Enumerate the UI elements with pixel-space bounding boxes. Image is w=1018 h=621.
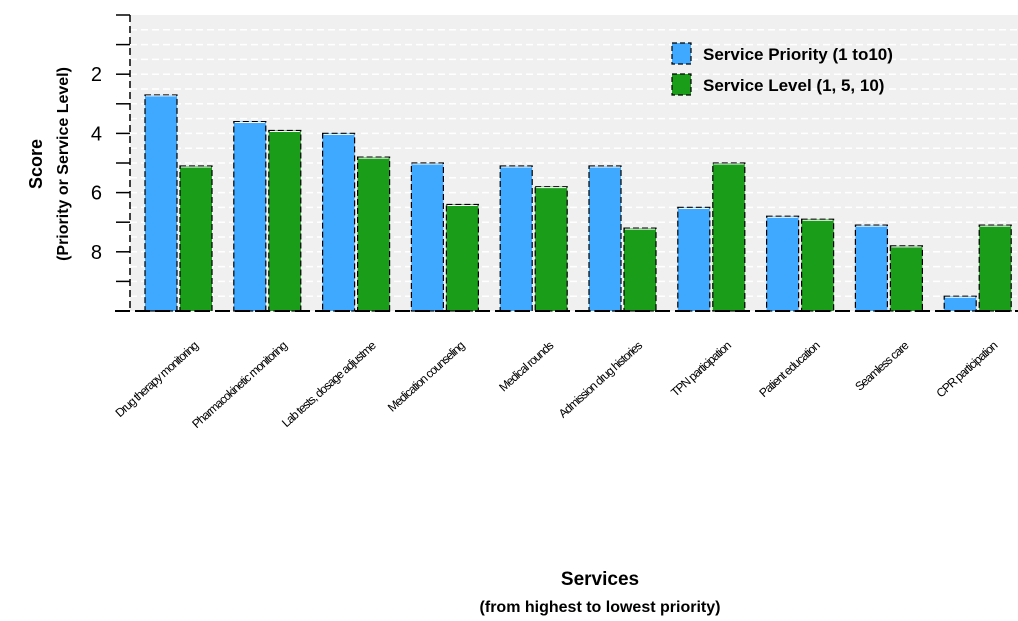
level-bar [445, 203, 479, 312]
level-bar [534, 186, 568, 312]
legend: Service Priority (1 to10) Service Level (… [671, 42, 893, 96]
x-category-label: Admission drug histories [556, 338, 645, 420]
level-bar [712, 162, 746, 312]
x-category-label: Drug therapy monitoring [113, 339, 201, 420]
priority-bar [322, 132, 356, 312]
y-axis-subtitle: (Priority or Service Level) [55, 67, 72, 261]
level-bar [800, 218, 835, 312]
legend-label: Service Level (1, 5, 10) [703, 76, 884, 95]
y-tick-label: 4 [91, 123, 102, 145]
y-tick-label: 6 [91, 183, 102, 205]
y-axis-title: Score [26, 139, 46, 189]
x-category-label: Medical rounds [496, 338, 556, 394]
level-bar [357, 156, 391, 312]
x-axis-subtitle: (from highest to lowest priority) [480, 599, 721, 616]
priority-bar [410, 162, 444, 312]
legend-swatch [671, 73, 692, 96]
priority-bar [765, 215, 800, 312]
priority-bar [233, 120, 267, 312]
x-category-label: TPN participation [668, 339, 733, 400]
level-bar [978, 224, 1012, 312]
priority-bar [588, 165, 622, 312]
level-bar [268, 129, 302, 312]
x-category-label: Medication counseling [385, 339, 467, 415]
x-category-label: Patient education [756, 339, 822, 400]
legend-label: Service Priority (1 to10) [703, 45, 893, 64]
y-tick-label: 8 [91, 242, 102, 264]
x-category-label: CPR participation [934, 339, 1000, 401]
y-axis: 2 4 6 8 [91, 14, 131, 311]
priority-bar [677, 206, 711, 312]
bars [144, 94, 1012, 312]
priority-bar [499, 165, 533, 312]
level-bar [889, 245, 924, 312]
legend-swatch [671, 42, 692, 65]
priority-bar [854, 224, 889, 312]
priority-bar [943, 295, 977, 312]
x-category-label: Pharmacokinetic monitoring [189, 339, 289, 431]
priority-bar [144, 94, 178, 312]
level-bar [623, 227, 657, 312]
level-bar [179, 165, 213, 312]
y-tick-label: 2 [91, 64, 102, 86]
x-category-label: Lab tests, dosage adjustme [279, 338, 379, 430]
x-category-label: Seamless care [852, 338, 912, 394]
x-axis-title: Services [561, 569, 639, 590]
